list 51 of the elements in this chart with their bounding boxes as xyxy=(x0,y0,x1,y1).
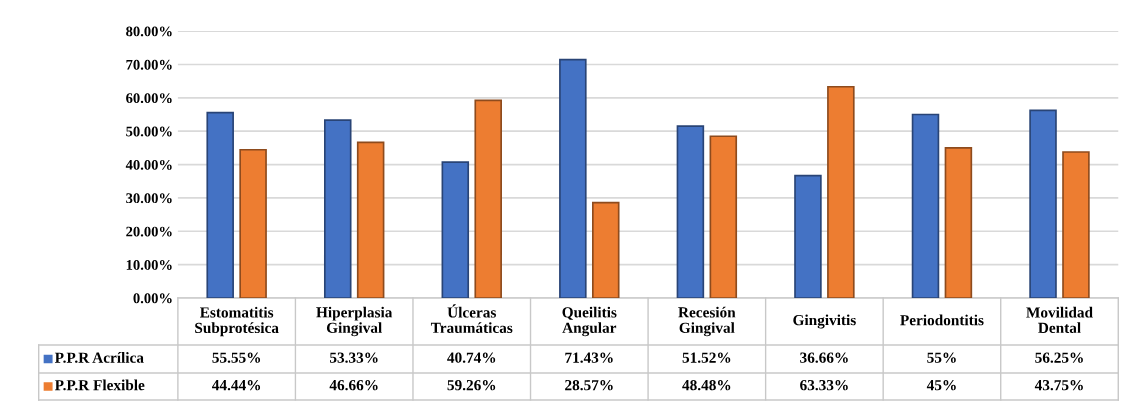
y-tick-label: 40.00% xyxy=(125,159,172,170)
data-label: 53.33% xyxy=(329,352,378,363)
data-label: 55% xyxy=(927,352,956,363)
legend-label: P.P.R Acrílica xyxy=(54,352,144,363)
y-tick-label: 10.00% xyxy=(126,259,172,270)
data-label: 59.26% xyxy=(447,379,496,391)
data-label: 51.52% xyxy=(682,352,731,363)
data-label: 44.44% xyxy=(212,379,261,391)
x-tick-label: Movilidad Dental xyxy=(1026,306,1093,334)
x-tick-label: Hiperplasia Gingival xyxy=(316,306,393,337)
data-label: 63.33% xyxy=(800,379,848,391)
bar xyxy=(944,147,973,298)
y-tick-label: 50.00% xyxy=(126,126,172,137)
data-label: 40.74% xyxy=(447,352,496,363)
y-tick-label: 70.00% xyxy=(126,59,172,70)
x-tick-label: Úlceras Traumáticas xyxy=(430,304,513,334)
data-label: 45% xyxy=(926,379,956,391)
bar xyxy=(239,148,267,298)
bar xyxy=(709,135,738,298)
bar xyxy=(827,85,855,298)
data-label: 55.55% xyxy=(212,352,261,363)
bar xyxy=(794,174,822,298)
x-tick-label: Periodontitis xyxy=(900,314,984,326)
data-label: 46.66% xyxy=(329,379,378,391)
bar xyxy=(591,201,620,298)
data-label: 36.66% xyxy=(800,352,848,363)
data-label: 71.43% xyxy=(565,352,613,363)
x-tick-label: Recesión Gingival xyxy=(678,306,736,337)
data-label: 43.75% xyxy=(1034,379,1083,391)
data-label: 56.25% xyxy=(1035,352,1083,363)
y-tick-label: 30.00% xyxy=(126,193,172,204)
x-tick-label: Estomatitis Subprotésica xyxy=(195,306,279,337)
bar xyxy=(323,119,352,298)
bar xyxy=(1062,151,1090,298)
bar xyxy=(474,99,502,298)
data-label: 48.48% xyxy=(682,379,731,391)
bar xyxy=(206,111,234,298)
y-tick-label: 80.00% xyxy=(126,26,172,37)
bar xyxy=(1029,109,1057,298)
legend-label: P.P.R Flexible xyxy=(54,379,145,391)
y-tick-label: 0.00% xyxy=(133,293,172,304)
x-tick-label: Gingivitis xyxy=(793,314,856,329)
bar xyxy=(356,141,385,298)
y-tick-label: 20.00% xyxy=(126,226,172,237)
data-label: 28.57% xyxy=(565,379,613,391)
bar xyxy=(676,125,705,298)
x-tick-label: Queilitis Angular xyxy=(562,306,617,337)
bar xyxy=(441,161,470,298)
bar xyxy=(911,113,940,298)
bar xyxy=(559,58,587,298)
y-tick-label: 60.00% xyxy=(126,93,172,104)
